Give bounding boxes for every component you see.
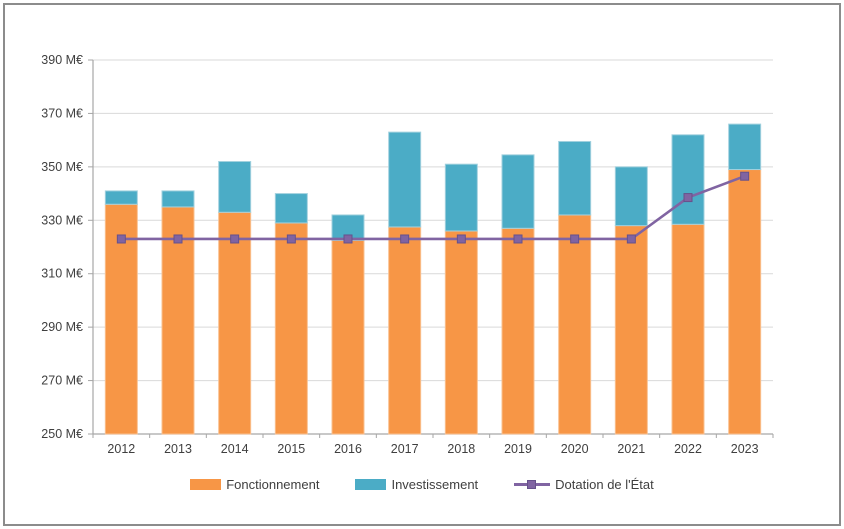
- x-tick-label-2022: 2022: [674, 442, 702, 456]
- dotation-marker-2020: [570, 234, 580, 244]
- dotation-line-swatch-icon: [514, 479, 551, 490]
- bar-investissement-2014: [218, 161, 252, 213]
- bar-fonctionnement-2015: [274, 222, 308, 435]
- x-tick-label-2019: 2019: [504, 442, 532, 456]
- x-tick-label-2014: 2014: [221, 442, 249, 456]
- fonctionnement-swatch-icon: [190, 479, 222, 490]
- bar-investissement-2015: [274, 193, 308, 224]
- legend-label-dotation: Dotation de l'État: [555, 477, 654, 492]
- x-tick-label-2018: 2018: [447, 442, 475, 456]
- investissement-swatch-icon: [355, 479, 387, 490]
- bar-investissement-2017: [388, 131, 422, 228]
- dotation-marker-2012: [116, 234, 126, 244]
- y-tick-label: 350 M€: [41, 160, 83, 174]
- bar-investissement-2013: [161, 190, 195, 208]
- legend-label-fonctionnement: Fonctionnement: [226, 477, 320, 492]
- y-tick-label: 290 M€: [41, 320, 83, 334]
- bar-fonctionnement-2023: [728, 169, 762, 435]
- bar-investissement-2023: [728, 123, 762, 171]
- x-tick-label-2021: 2021: [617, 442, 645, 456]
- bar-investissement-2019: [501, 154, 535, 229]
- bar-fonctionnement-2016: [331, 239, 365, 435]
- legend-label-investissement: Investissement: [391, 477, 479, 492]
- x-tick-label-2023: 2023: [731, 442, 759, 456]
- bar-fonctionnement-2021: [614, 225, 648, 435]
- bar-investissement-2020: [558, 140, 592, 216]
- dotation-marker-2023: [740, 171, 750, 181]
- x-tick-label-2013: 2013: [164, 442, 192, 456]
- x-tick-label-2012: 2012: [107, 442, 135, 456]
- x-tick-label-2017: 2017: [391, 442, 419, 456]
- dotation-marker-2017: [400, 234, 410, 244]
- y-tick-label: 270 M€: [41, 374, 83, 388]
- dotation-marker-2013: [173, 234, 183, 244]
- bar-investissement-2021: [614, 166, 648, 227]
- y-tick-label: 390 M€: [41, 53, 83, 67]
- y-tick-label: 310 M€: [41, 267, 83, 281]
- dotation-marker-2015: [286, 234, 296, 244]
- dotation-marker-2014: [230, 234, 240, 244]
- bar-investissement-2022: [671, 134, 705, 225]
- bar-investissement-2018: [444, 163, 478, 232]
- dotation-marker-2021: [626, 234, 636, 244]
- bar-fonctionnement-2022: [671, 223, 705, 435]
- chart-legend: Fonctionnement Investissement Dotation d…: [0, 477, 844, 492]
- bar-fonctionnement-2020: [558, 214, 592, 435]
- bar-fonctionnement-2018: [444, 230, 478, 435]
- dotation-line: [121, 174, 746, 241]
- bar-investissement-2012: [104, 190, 138, 205]
- dotation-marker-2016: [343, 234, 353, 244]
- dotation-marker-2018: [456, 234, 466, 244]
- y-tick-label: 370 M€: [41, 106, 83, 120]
- legend-item-dotation: Dotation de l'État: [514, 477, 654, 492]
- bar-fonctionnement-2017: [388, 226, 422, 435]
- x-tick-label-2020: 2020: [561, 442, 589, 456]
- dotation-marker-2022: [683, 193, 693, 203]
- bar-fonctionnement-2014: [218, 211, 252, 435]
- x-tick-label-2016: 2016: [334, 442, 362, 456]
- bar-fonctionnement-2013: [161, 206, 195, 435]
- x-tick-label-2015: 2015: [277, 442, 305, 456]
- y-tick-label: 250 M€: [41, 427, 83, 441]
- y-tick-label: 330 M€: [41, 213, 83, 227]
- bar-fonctionnement-2019: [501, 227, 535, 435]
- legend-item-investissement: Investissement: [355, 477, 478, 492]
- dotation-marker-2019: [513, 234, 523, 244]
- legend-item-fonctionnement: Fonctionnement: [190, 477, 319, 492]
